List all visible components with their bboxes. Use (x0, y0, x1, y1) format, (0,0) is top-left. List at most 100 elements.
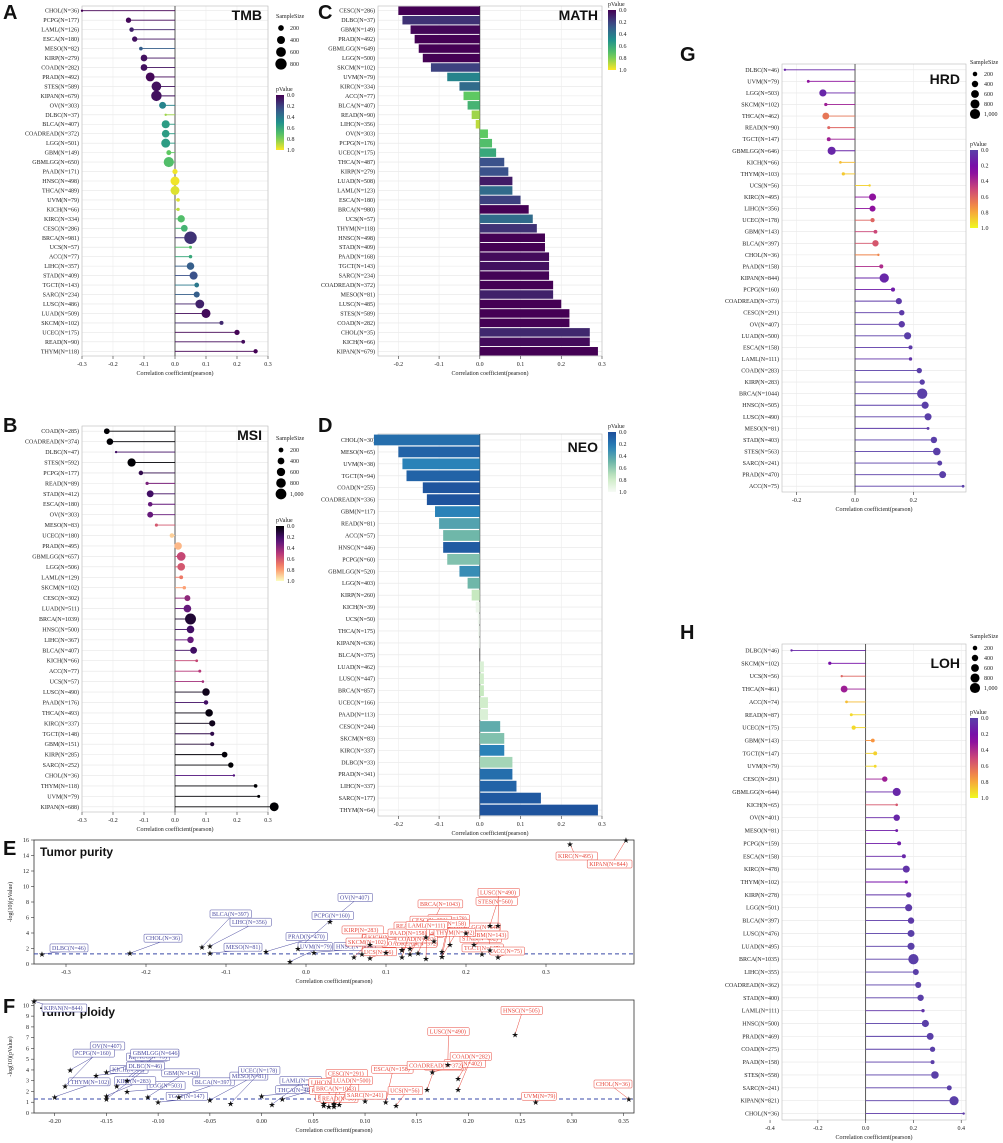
category-label: DLBC(N=46) (745, 67, 779, 74)
category-label: UVM(N=38) (343, 461, 375, 468)
label-leader-line (497, 895, 499, 926)
lollipop-dot (790, 649, 793, 652)
label-leader-line (353, 944, 367, 958)
category-label: GBM(N=143) (745, 737, 779, 744)
category-label: STAD(N=403) (743, 437, 779, 444)
category-label: UCS(N=56) (750, 673, 779, 680)
category-label: DLBC(N=37) (341, 17, 375, 24)
y-tick-label: 6 (26, 916, 29, 922)
label-box (489, 946, 525, 956)
bar (467, 101, 480, 110)
pvalue-legend-tick: 0.8 (981, 210, 989, 216)
point-label: UCS(N=56) (390, 1087, 419, 1094)
sample-size-legend-label: 600 (984, 666, 993, 672)
sample-size-legend-label: 1,000 (984, 686, 998, 692)
panel-label-e: E (3, 838, 17, 860)
category-label: KICH(N=39) (343, 604, 375, 611)
panel-label-a: A (3, 2, 18, 24)
x-tick-label: -0.2 (108, 818, 118, 824)
point-marker: ★ (310, 948, 317, 957)
bar (478, 637, 480, 649)
sample-size-legend-dot (275, 488, 287, 500)
lollipop-dot (873, 764, 877, 768)
lollipop-dot (917, 994, 924, 1001)
category-label: LIHC(N=356) (340, 121, 375, 128)
lollipop-dot (145, 481, 149, 485)
category-label: CESC(N=286) (43, 225, 79, 232)
category-label: CHOL(N=35) (341, 329, 375, 336)
lollipop-dot (201, 680, 205, 683)
lollipop-dot (184, 595, 191, 602)
x-tick-label: -0.1 (434, 362, 444, 368)
pvalue-legend-tick: 0.2 (287, 104, 295, 110)
point-marker: ★ (279, 1095, 286, 1104)
point-label: MESO(N=81) (232, 1073, 266, 1080)
category-label: KIPAN(N=679) (41, 93, 80, 100)
point-marker: ★ (398, 946, 405, 955)
point-marker: ★ (494, 953, 501, 962)
bar (373, 434, 480, 446)
lollipop-dot (161, 129, 170, 138)
lollipop-dot (125, 17, 132, 23)
point-marker: ★ (103, 1092, 110, 1101)
x-tick-label: 0.0 (171, 818, 179, 824)
y-tick-label: 2 (26, 1089, 29, 1095)
point-marker: ★ (532, 1098, 539, 1107)
point-marker: ★ (511, 1030, 518, 1039)
label-leader-line (409, 941, 417, 955)
bar (459, 82, 480, 91)
pvalue-legend-tick: 1.0 (619, 490, 627, 496)
point-label: BLCA(N=397) (195, 1079, 232, 1086)
pvalue-legend-tick: 0.4 (981, 748, 989, 754)
bar (479, 697, 488, 708)
y-tick-label: 5 (26, 1057, 29, 1063)
bar (479, 138, 493, 148)
lollipop-dot (882, 776, 888, 782)
category-label: COAD(N=285) (41, 428, 79, 435)
category-label: PCPG(N=177) (43, 17, 79, 24)
point-label: CESC(N=291) (328, 1071, 364, 1078)
point-marker: ★ (30, 997, 37, 1006)
lollipop-dot (194, 282, 200, 288)
category-label: DLBC(N=47) (45, 449, 79, 456)
point-label: PCPG(N=160) (75, 1050, 111, 1057)
chart-math: CESC(N=286) DLBC(N=37) GBM(N=149) PRAD(N=49… (321, 2, 627, 377)
point-label: CHOL(N=36) (596, 1081, 630, 1088)
x-tick-label: 0.20 (463, 1119, 474, 1125)
lollipop-dot (873, 229, 878, 234)
lollipop-dot (879, 273, 889, 283)
label-leader-line (612, 1086, 629, 1100)
category-label: GBMLGG(N=646) (732, 148, 779, 155)
category-label: KIRC(N=334) (44, 216, 79, 223)
x-tick-label: -0.20 (48, 1119, 61, 1125)
category-label: GBM(N=151) (45, 741, 79, 748)
x-tick-label: 0.0 (171, 362, 179, 368)
bar (402, 15, 480, 25)
x-tick-label: 0.1 (202, 362, 210, 368)
sample-size-legend-dot (971, 654, 979, 662)
point-marker: ★ (382, 948, 389, 957)
point-marker: ★ (330, 1103, 337, 1112)
category-label: ACC(N=57) (345, 532, 375, 539)
x-tick-label: -0.1 (139, 362, 149, 368)
lollipop-dot (908, 357, 913, 361)
label-leader-line (201, 916, 231, 948)
category-label: KIPAN(N=821) (741, 1098, 780, 1105)
point-marker: ★ (126, 949, 133, 958)
x-axis-label: Correlation coefficient(pearson) (835, 506, 912, 513)
point-marker: ★ (422, 955, 429, 964)
pvalue-legend-title: pValue (276, 518, 293, 524)
lollipop-dot (205, 709, 213, 717)
category-label: UCEC(N=175) (742, 725, 779, 732)
category-label: HNSC(N=446) (338, 544, 375, 551)
category-label: KIRP(N=283) (745, 379, 779, 386)
point-marker: ★ (446, 941, 453, 950)
lollipop-dot (924, 413, 932, 421)
lollipop-dot (163, 156, 174, 168)
lollipop-dot (132, 36, 138, 42)
bar (479, 673, 484, 685)
label-leader-line (333, 1091, 337, 1104)
point-marker: ★ (406, 945, 413, 954)
lollipop-dot (257, 794, 261, 798)
category-label: COADREAD(N=374) (25, 439, 79, 446)
